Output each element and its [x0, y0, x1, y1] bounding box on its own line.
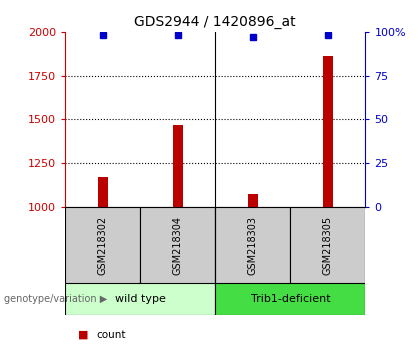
- Text: GSM218302: GSM218302: [97, 216, 108, 275]
- Bar: [173, 125, 183, 207]
- Text: genotype/variation ▶: genotype/variation ▶: [4, 294, 108, 304]
- FancyBboxPatch shape: [65, 207, 140, 283]
- Text: count: count: [97, 330, 126, 339]
- Title: GDS2944 / 1420896_at: GDS2944 / 1420896_at: [134, 16, 296, 29]
- Bar: [98, 177, 108, 207]
- Text: GSM218303: GSM218303: [248, 216, 258, 275]
- Text: GSM218305: GSM218305: [323, 216, 333, 275]
- Text: wild type: wild type: [115, 294, 165, 304]
- FancyBboxPatch shape: [215, 283, 365, 315]
- FancyBboxPatch shape: [290, 207, 365, 283]
- Bar: [323, 56, 333, 207]
- FancyBboxPatch shape: [140, 207, 215, 283]
- FancyBboxPatch shape: [215, 207, 290, 283]
- Bar: [248, 194, 257, 207]
- Text: Trib1-deficient: Trib1-deficient: [250, 294, 330, 304]
- FancyBboxPatch shape: [65, 283, 215, 315]
- Text: ■: ■: [78, 330, 88, 339]
- Text: GSM218304: GSM218304: [173, 216, 183, 275]
